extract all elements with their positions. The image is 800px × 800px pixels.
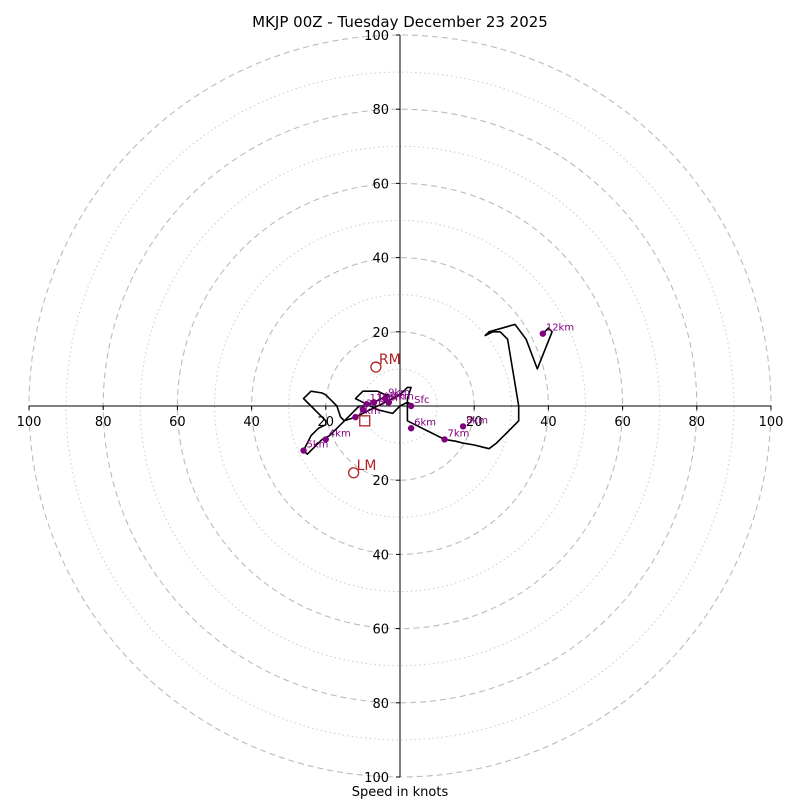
tick-marks: [28, 34, 772, 778]
y-tick-label: 80: [372, 697, 389, 712]
x-tick-label: 60: [614, 415, 631, 430]
storm-motion-label: LM: [357, 458, 377, 474]
x-tick-label: 100: [17, 415, 42, 430]
y-tick-label: 60: [372, 623, 389, 638]
storm-motion-label: RM: [379, 352, 401, 368]
height-marker-point: [381, 395, 389, 402]
height-marker-label: 11km: [370, 393, 398, 404]
height-marker-point: [300, 447, 307, 454]
storm-motion-point: [347, 467, 360, 479]
x-tick-label: 100: [759, 415, 784, 430]
x-tick-label: 40: [540, 415, 557, 430]
height-marker-point: [539, 330, 547, 337]
x-tick-labels: 100 80 60 40 20 20 40 60 80 100: [17, 415, 784, 430]
x-tick-label: 80: [95, 415, 112, 430]
height-marker-point: [441, 436, 448, 443]
height-marker-label: 5km: [307, 440, 329, 451]
mean-wind-marker: [359, 415, 371, 427]
y-tick-label: 40: [372, 548, 389, 563]
y-tick-label: 100: [364, 29, 389, 44]
y-tick-label: 80: [372, 103, 389, 118]
height-marker-point: [359, 406, 367, 413]
x-tick-label: 80: [689, 415, 706, 430]
height-marker-point: [459, 423, 467, 430]
x-axis-label: Speed in knots: [352, 785, 449, 800]
height-marker-label: 4km: [329, 428, 351, 439]
y-tick-labels: 100 80 60 40 20 20 40 60 80 100: [364, 29, 389, 786]
height-marker-label: 12km: [546, 323, 574, 334]
chart-title: MKJP 00Z - Tuesday December 23 2025: [252, 13, 548, 31]
y-tick-label: 60: [372, 177, 389, 192]
height-marker-label: 1km: [392, 391, 414, 402]
height-marker-label: 10km: [377, 391, 405, 402]
x-tick-label: 40: [243, 415, 260, 430]
height-marker-point: [352, 413, 359, 421]
height-marker-label: 3km: [366, 399, 388, 410]
height-marker-label: 8km: [466, 415, 488, 426]
height-marker-point: [322, 436, 329, 443]
height-marker-point: [407, 425, 415, 432]
height-marker-point: [370, 399, 378, 406]
y-tick-label: 40: [372, 252, 389, 267]
height-marker-point: [407, 402, 415, 410]
height-marker-label: Sfc: [414, 395, 429, 406]
x-tick-label: 20: [466, 415, 483, 430]
y-tick-label: 20: [372, 326, 389, 341]
y-tick-label: 20: [372, 474, 389, 489]
height-marker-label: 9km: [388, 388, 410, 399]
height-marker-label: 2km: [358, 406, 380, 417]
y-tick-label: 100: [364, 771, 389, 786]
x-tick-label: 60: [169, 415, 186, 430]
height-marker-point: [363, 400, 370, 408]
storm-motion-markers: RM LM: [347, 352, 401, 479]
height-marker-label: 6km: [414, 417, 436, 428]
storm-motion-point: [370, 361, 382, 373]
height-marker-label: 7km: [448, 428, 470, 439]
